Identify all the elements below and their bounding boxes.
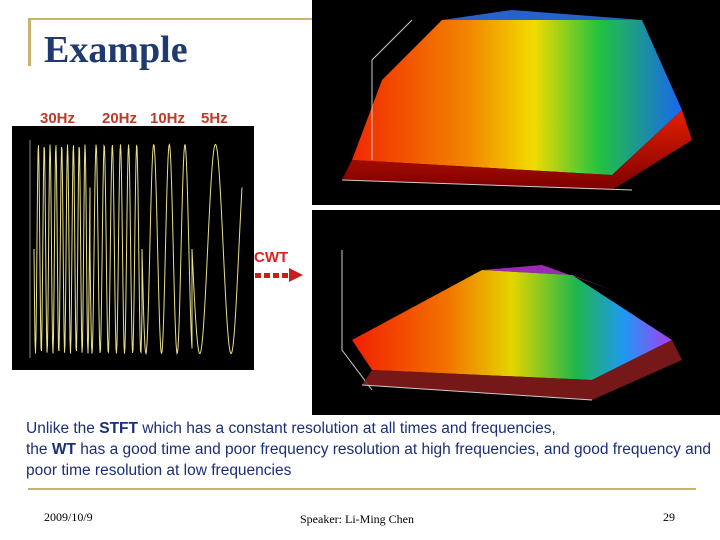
caption-part-2: which has a constant resolution at all t… <box>137 420 556 437</box>
wt-surface-plot-image <box>312 210 720 415</box>
slide-title: Example <box>44 29 188 71</box>
caption-text: Unlike the STFT which has a constant res… <box>26 418 716 481</box>
freq-label-5hz: 5Hz <box>201 110 228 127</box>
caption-part-3: the <box>26 441 52 458</box>
title-accent-horizontal <box>28 18 318 20</box>
footer-rule <box>28 488 696 490</box>
freq-label-20hz: 20Hz <box>102 110 138 127</box>
caption-wt-term: WT <box>51 441 76 458</box>
freq-label-30hz: 30Hz <box>40 110 76 127</box>
footer-page-number: 29 <box>663 510 675 524</box>
caption-part-4: has a good time and poor frequency resol… <box>26 441 712 479</box>
title-accent-vertical <box>28 18 31 66</box>
caption-part-1: Unlike the <box>26 420 100 437</box>
footer-date: 2009/10/9 <box>44 510 93 524</box>
caption-stft-term: STFT <box>99 420 138 437</box>
footer-speaker: Speaker: Li-Ming Chen <box>300 512 414 526</box>
freq-label-10hz: 10Hz <box>150 110 186 127</box>
cwt-label: CWT <box>254 249 289 266</box>
stft-surface-plot-image <box>312 0 720 205</box>
cwt-arrow <box>255 268 303 282</box>
time-signal-image <box>12 126 254 370</box>
